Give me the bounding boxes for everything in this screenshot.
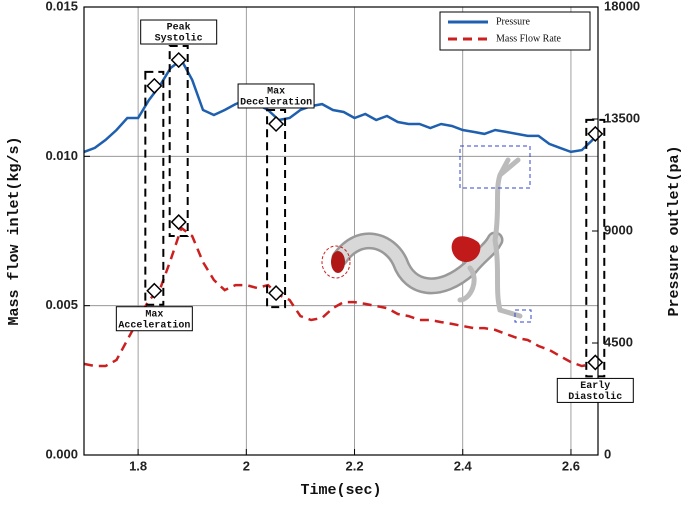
annotation-text: Peak — [167, 22, 191, 34]
phase-box — [266, 108, 287, 309]
legend-label: Pressure — [496, 16, 530, 27]
annotation-text: Max — [145, 309, 163, 320]
artery-illustration — [321, 145, 532, 323]
annotation-text: Systolic — [155, 33, 203, 45]
y2-tick-label: 13500 — [604, 110, 640, 125]
x-tick-label: 2.6 — [562, 458, 580, 473]
y2-tick-label: 4500 — [604, 334, 633, 349]
annotation-box — [556, 377, 634, 403]
annotation-text: Deceleration — [240, 97, 312, 109]
legend-box — [439, 11, 591, 51]
y2-axis-label: Pressure outlet(pa) — [666, 145, 683, 316]
mass-flow-marker — [587, 354, 604, 371]
y-tick-label: 0.000 — [45, 446, 78, 461]
y2-tick-label: 9000 — [604, 222, 633, 237]
mass-flow-marker — [268, 285, 285, 302]
annotation-box — [237, 83, 315, 109]
pressure-marker — [587, 125, 604, 142]
annotation-text: Early — [580, 380, 610, 392]
x-tick-label: 2.2 — [345, 458, 363, 473]
y2-tick-label: 18000 — [604, 0, 640, 13]
x-tick-label: 1.8 — [129, 458, 147, 473]
x-axis-label: Time(sec) — [300, 482, 381, 499]
phase-box — [585, 118, 606, 378]
mass-flow-marker — [170, 213, 187, 231]
marks — [83, 45, 606, 378]
pressure-marker — [170, 51, 187, 69]
y-tick-label: 0.005 — [45, 297, 78, 312]
x-tick-label: 2.4 — [454, 458, 473, 473]
y-axis-label: Mass flow inlet(kg/s) — [6, 136, 23, 325]
y2-tick-label: 0 — [604, 446, 611, 461]
pressure-marker — [268, 115, 285, 133]
annotation-text: Diastolic — [568, 391, 622, 403]
annotation-text: Acceleration — [118, 319, 190, 331]
mass-flow-marker — [146, 282, 163, 299]
pressure-marker — [146, 77, 163, 94]
annotation-text: Max — [267, 87, 285, 98]
annotation-box — [140, 19, 218, 45]
y-tick-label: 0.015 — [45, 0, 78, 13]
legend-label: Mass Flow Rate — [496, 33, 562, 44]
plot-area — [84, 7, 598, 455]
x-tick-label: 2 — [243, 458, 250, 473]
phase-box — [144, 70, 165, 306]
y-tick-label: 0.010 — [45, 148, 78, 163]
annotation-box — [115, 306, 193, 332]
